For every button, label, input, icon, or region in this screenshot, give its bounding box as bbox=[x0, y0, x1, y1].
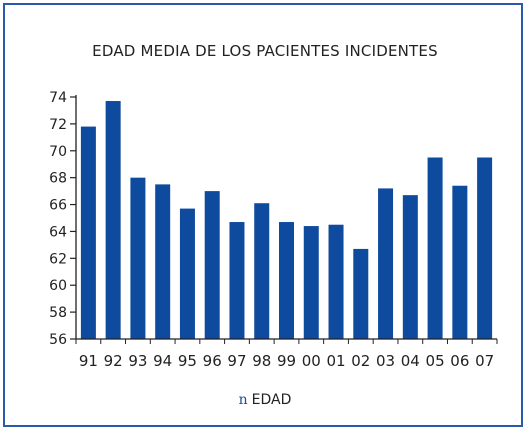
y-tick-label: 64 bbox=[49, 224, 67, 240]
x-tick-label: 99 bbox=[277, 352, 296, 370]
bar-04 bbox=[402, 195, 418, 339]
y-tick-label: 60 bbox=[49, 278, 67, 294]
bar-01 bbox=[328, 224, 344, 339]
x-tick-label: 05 bbox=[426, 352, 445, 370]
bar-94 bbox=[155, 184, 171, 339]
legend: n EDAD bbox=[0, 392, 530, 408]
legend-label: EDAD bbox=[251, 392, 292, 408]
bar-98 bbox=[254, 203, 270, 339]
bar-00 bbox=[303, 226, 319, 339]
chart-title: EDAD MEDIA DE LOS PACIENTES INCIDENTES bbox=[92, 42, 438, 60]
x-tick-label: 02 bbox=[351, 352, 370, 370]
y-tick-label: 72 bbox=[49, 117, 67, 133]
x-tick-label: 01 bbox=[326, 352, 345, 370]
bar-96 bbox=[204, 191, 220, 339]
y-tick-label: 70 bbox=[49, 144, 67, 160]
bar-06 bbox=[452, 185, 468, 339]
y-tick-label: 74 bbox=[49, 90, 67, 106]
x-tick-label: 96 bbox=[203, 352, 222, 370]
y-tick-label: 56 bbox=[49, 332, 67, 348]
legend-marker: n bbox=[238, 392, 248, 408]
bar-02 bbox=[353, 248, 369, 339]
y-tick-label: 58 bbox=[49, 305, 67, 321]
bar-07 bbox=[477, 157, 493, 339]
x-tick-label: 06 bbox=[450, 352, 469, 370]
x-tick-label: 04 bbox=[401, 352, 420, 370]
x-axis: 91 92 93 94 95 96 97 98 99 00 01 02 03 04 05 06 07 bbox=[75, 338, 498, 370]
x-tick-label: 98 bbox=[252, 352, 271, 370]
y-tick-label: 62 bbox=[49, 251, 67, 267]
x-tick-label: 95 bbox=[178, 352, 197, 370]
bar-93 bbox=[130, 177, 146, 339]
bar-95 bbox=[179, 208, 195, 339]
bar-99 bbox=[279, 222, 294, 339]
x-tick-label: 97 bbox=[227, 352, 246, 370]
bar-92 bbox=[105, 101, 121, 340]
bar-97 bbox=[229, 222, 245, 339]
y-axis: 56 58 60 62 64 66 68 70 72 74 bbox=[49, 90, 77, 348]
x-tick-label: 92 bbox=[104, 352, 123, 370]
x-tick-label: 93 bbox=[128, 352, 147, 370]
x-tick-label: 03 bbox=[376, 352, 395, 370]
y-tick-label: 68 bbox=[49, 171, 67, 187]
bars bbox=[80, 101, 493, 340]
bar-05 bbox=[427, 157, 443, 339]
x-tick-label: 00 bbox=[302, 352, 321, 370]
bar-03 bbox=[378, 188, 394, 339]
y-tick-label: 66 bbox=[49, 198, 67, 214]
x-tick-label: 94 bbox=[153, 352, 172, 370]
bar-91 bbox=[80, 126, 96, 339]
x-tick-label: 91 bbox=[79, 352, 98, 370]
x-tick-label: 07 bbox=[475, 352, 494, 370]
